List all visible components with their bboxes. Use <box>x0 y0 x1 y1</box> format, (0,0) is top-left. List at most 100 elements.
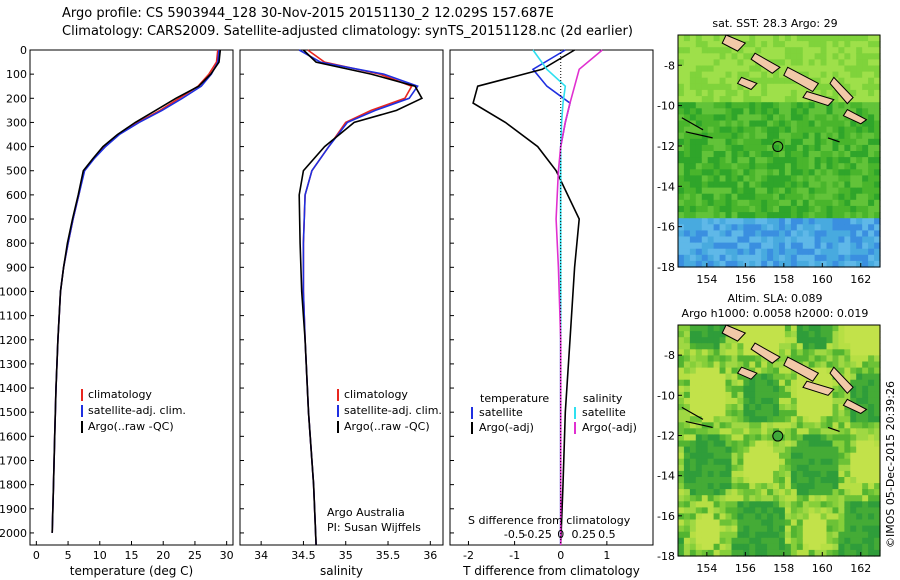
map-cell <box>814 138 822 146</box>
map-cell <box>796 531 804 539</box>
map-cell <box>719 224 727 231</box>
map-cell <box>814 181 822 189</box>
map-cell <box>707 440 715 448</box>
map-cell <box>820 367 828 375</box>
map-cell <box>743 224 750 231</box>
map-cell <box>874 163 881 170</box>
map-cell <box>802 53 810 60</box>
map-cell <box>856 248 863 256</box>
map-cell <box>725 96 732 103</box>
map-cell <box>755 138 762 146</box>
map-cell <box>678 513 685 521</box>
map-cell <box>832 187 839 195</box>
map-cell <box>838 507 845 515</box>
map-cell <box>779 163 786 170</box>
map-cell <box>755 397 762 405</box>
map-cell <box>802 325 810 332</box>
map-cell <box>820 489 828 496</box>
map-cell <box>850 108 857 115</box>
map-cell <box>725 513 732 521</box>
map-cell <box>874 404 881 411</box>
map-cell <box>755 543 762 551</box>
map-cell <box>701 458 709 466</box>
map-cell <box>731 337 738 344</box>
map-cell <box>695 242 703 250</box>
map-cell <box>802 495 810 502</box>
map-cell <box>826 108 833 115</box>
map-cell <box>743 71 750 79</box>
map-cell <box>856 212 863 219</box>
map-cell <box>832 175 839 183</box>
map-cell <box>678 41 685 48</box>
map-cell <box>749 205 756 213</box>
map-cell <box>814 187 822 195</box>
map-cell <box>814 452 822 460</box>
map-cell <box>767 458 774 466</box>
map-cell <box>808 428 816 435</box>
map-cell <box>862 126 869 134</box>
map-cell <box>767 391 774 399</box>
map-cell <box>784 385 792 393</box>
map-cell <box>755 361 762 369</box>
map-cell <box>695 169 703 176</box>
map-cell <box>737 507 744 515</box>
map-cell <box>856 236 863 244</box>
map-cell <box>737 71 744 79</box>
map-cell <box>719 440 727 448</box>
map-cell <box>725 549 732 557</box>
map-cell <box>814 205 822 213</box>
argo-location-marker <box>772 430 784 442</box>
y-tick-label: 2000 <box>0 527 27 540</box>
map-cell <box>868 495 875 502</box>
map-cell <box>779 452 786 460</box>
map-cell <box>832 151 839 158</box>
map-cell <box>707 355 715 363</box>
map-cell <box>784 138 792 146</box>
map-cell <box>749 242 756 250</box>
map-cell <box>784 89 792 97</box>
map-cell <box>761 464 768 472</box>
map-cell <box>868 404 875 411</box>
map-cell <box>838 391 845 399</box>
map-cell <box>808 343 816 350</box>
map-cell <box>838 464 845 472</box>
map-cell <box>826 452 833 460</box>
map-cell <box>707 144 715 152</box>
map-cell <box>868 236 875 244</box>
map-cell <box>838 144 845 152</box>
map-cell <box>731 242 738 250</box>
map-cell <box>784 458 792 466</box>
map-cell <box>832 138 839 146</box>
map-cell <box>862 187 869 195</box>
map-cell <box>844 519 851 527</box>
map-cell <box>761 199 768 207</box>
map-cell <box>779 35 786 42</box>
map-cell <box>713 230 721 238</box>
map-cell <box>868 53 875 60</box>
map-cell <box>826 224 833 231</box>
map-cell <box>725 355 732 363</box>
map-cell <box>844 47 851 54</box>
map-cell <box>844 525 851 533</box>
map-cell <box>743 248 750 256</box>
map-cell <box>773 218 780 225</box>
map-cell <box>689 108 697 115</box>
map-cell <box>796 144 804 152</box>
map-cell <box>779 385 786 393</box>
map-cell <box>856 367 863 375</box>
map-cell <box>725 483 732 490</box>
map-cell <box>719 331 727 338</box>
map-cell <box>796 373 804 381</box>
map-cell <box>773 83 780 91</box>
map-cell <box>826 349 833 356</box>
map-cell <box>856 416 863 423</box>
map-cell <box>701 120 709 128</box>
map-cell <box>695 254 703 262</box>
map-cell <box>719 391 727 399</box>
map-cell <box>701 254 709 262</box>
map-cell <box>761 83 768 91</box>
map-cell <box>779 391 786 399</box>
map-cell <box>784 397 792 405</box>
map-cell <box>784 96 792 103</box>
map-cell <box>874 501 881 508</box>
